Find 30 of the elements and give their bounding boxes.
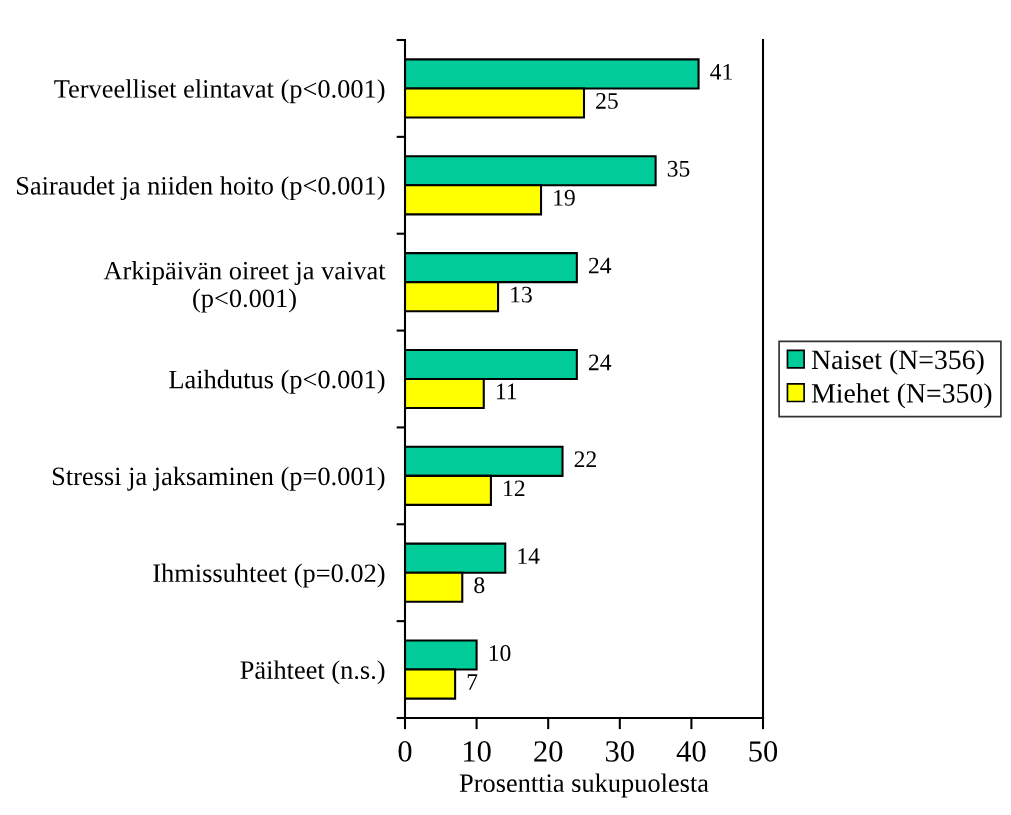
y-tick-label: Arkipäivän oireet ja vaivat (p<0.001) (103, 261, 386, 313)
y-tick-label: Terveelliset elintavat (p<0.001) (54, 79, 385, 104)
y-tick-label: Sairaudet ja niiden hoito (p<0.001) (17, 176, 385, 201)
legend-label: Miehet (N=350) (811, 383, 992, 409)
x-tick-label: 30 (605, 741, 634, 762)
x-tick-label: 0 (398, 741, 412, 762)
legend-label: Naiset (N=356) (811, 349, 984, 375)
data-label: 11 (496, 383, 517, 400)
data-label: 12 (504, 480, 525, 497)
y-tick-label: Stressi ja jaksaminen (p=0.001) (52, 466, 385, 491)
data-label: 35 (667, 160, 690, 177)
y-tick-label: Laihdutus (p<0.001) (169, 369, 385, 394)
data-label: 19 (554, 189, 575, 206)
data-label: 25 (596, 93, 618, 109)
y-tick-label: Päihteet (n.s.) (240, 660, 385, 685)
data-label: 14 (518, 548, 540, 564)
x-tick-label: 50 (749, 741, 778, 762)
data-label: 24 (588, 354, 612, 371)
x-tick-label: 10 (464, 741, 491, 762)
x-axis-title: Prosenttia sukupuolesta (459, 773, 709, 798)
data-label: 10 (489, 645, 511, 661)
data-label: 22 (574, 451, 596, 468)
data-label: 24 (588, 257, 612, 274)
x-tick-label: 40 (676, 741, 706, 762)
data-label: 8 (474, 577, 485, 594)
data-label: 7 (467, 674, 478, 690)
y-tick-label: Ihmissuhteet (p=0.02) (153, 563, 385, 588)
data-label: 13 (511, 286, 532, 303)
data-label: 41 (710, 63, 732, 80)
x-tick-label: 20 (534, 741, 563, 762)
